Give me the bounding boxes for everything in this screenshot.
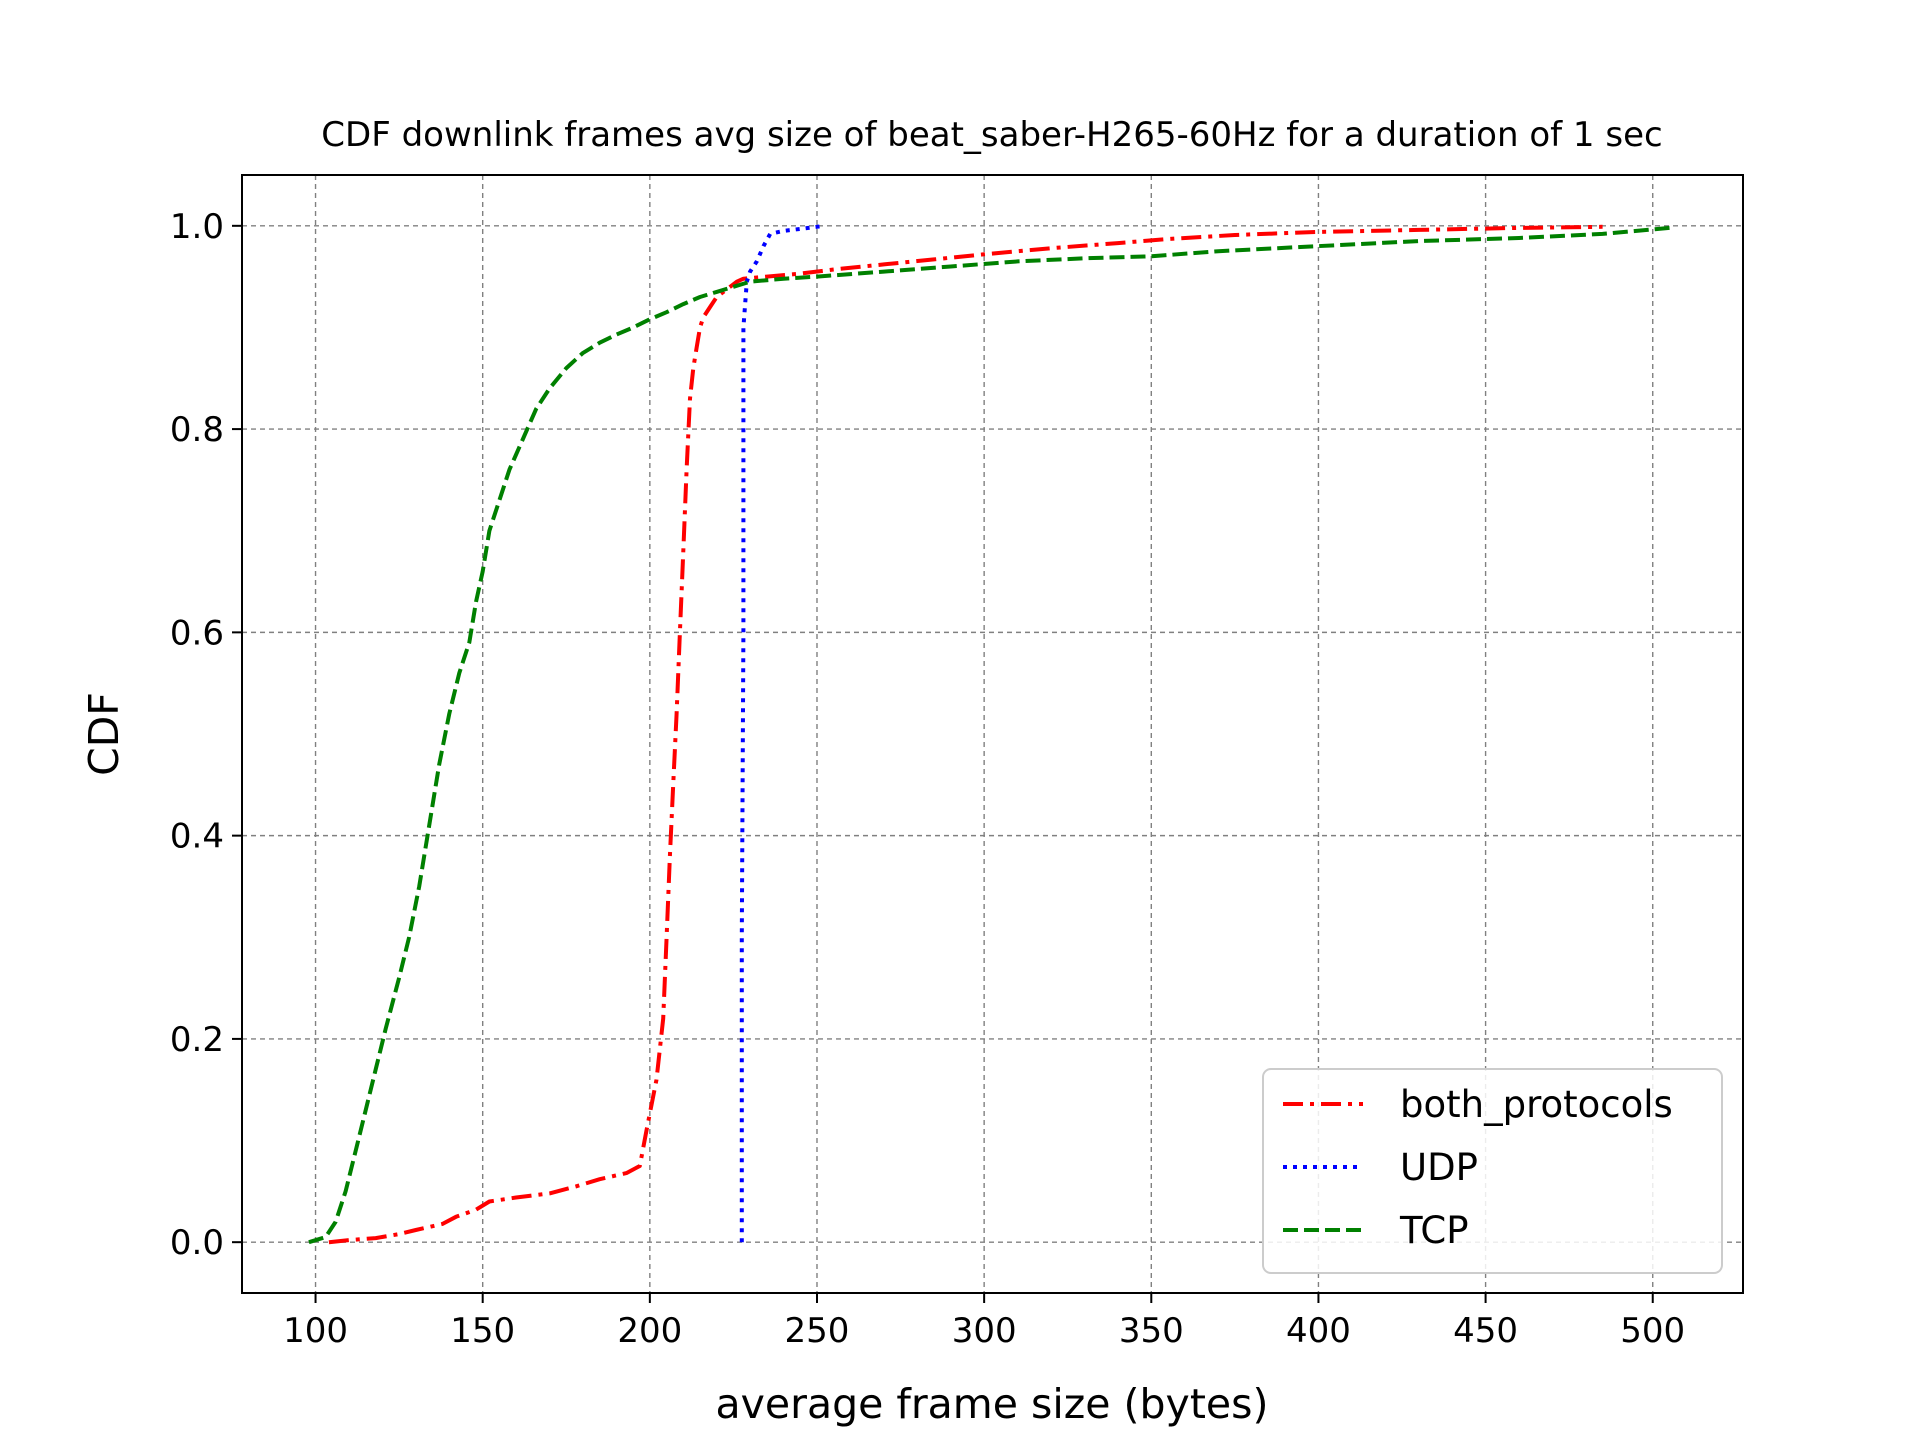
x-axis-label: average frame size (bytes): [716, 1380, 1269, 1428]
legend: both_protocols UDP TCP: [1262, 1068, 1723, 1274]
y-tick-label: 0.6: [170, 613, 224, 653]
x-tick-label: 450: [1453, 1311, 1518, 1351]
tick-layer: 100 150 200 250 300 350 400 450 500 0.0 0.2 0.4 0.6 0…: [170, 207, 1685, 1351]
x-tick-label: 150: [450, 1311, 515, 1351]
plot-frame: [241, 174, 1744, 1294]
grid-layer: [242, 175, 1743, 1293]
legend-label-tcp: TCP: [1399, 1209, 1469, 1252]
legend-label-both-protocols: both_protocols: [1400, 1083, 1673, 1126]
chart-title: CDF downlink frames avg size of beat_sab…: [321, 115, 1662, 155]
x-tick-label: 250: [785, 1311, 850, 1351]
x-tick-label: 500: [1620, 1311, 1685, 1351]
x-tick-label: 100: [283, 1311, 348, 1351]
series-line-tcp: [308, 225, 1670, 1245]
y-axis-label: CDF: [80, 692, 128, 776]
y-tick-label: 1.0: [170, 207, 224, 247]
y-tick-label: 0.8: [170, 410, 224, 450]
y-tick-label: 0.0: [170, 1223, 224, 1263]
x-tick-label: 400: [1286, 1311, 1351, 1351]
y-tick-label: 0.4: [170, 817, 224, 857]
x-tick-label: 300: [952, 1311, 1017, 1351]
series-layer: [308, 223, 1670, 1245]
x-tick-label: 200: [617, 1311, 682, 1351]
x-tick-label: 350: [1119, 1311, 1184, 1351]
legend-box: [1262, 1068, 1723, 1274]
y-tick-label: 0.2: [170, 1020, 224, 1060]
legend-label-udp: UDP: [1400, 1146, 1478, 1189]
series-line-udp: [739, 223, 824, 1243]
